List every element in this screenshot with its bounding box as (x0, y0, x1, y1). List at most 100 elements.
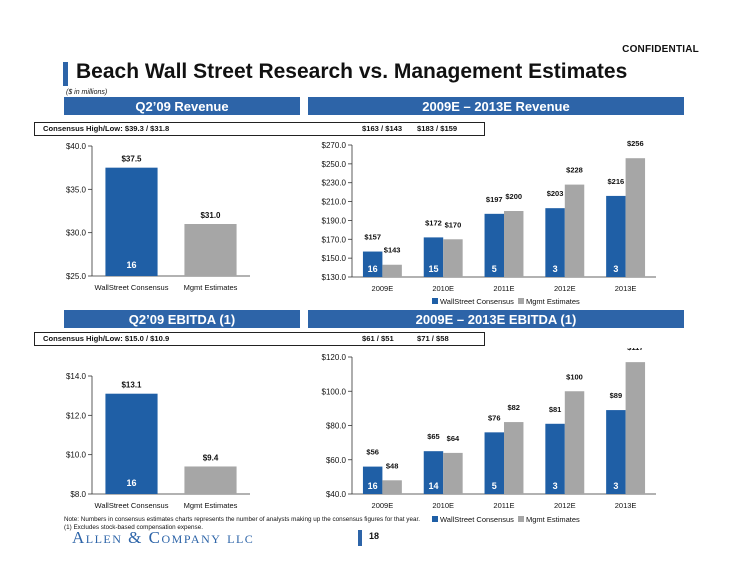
annrev-consensus-bar (362, 251, 383, 277)
annebitda-analyst-count: 5 (492, 481, 497, 491)
q2rev-ytick-label: $25.0 (66, 272, 87, 281)
chart-q2-ebitda: $8.0 $10.0 $12.0 $14.0 $13.1 16 WallStreet Con… (66, 372, 250, 510)
q2ebitda-value-label: $9.4 (203, 453, 219, 462)
chart-annual-ebitda: $40.0 $60.0 $80.0 $100.0 $120.0 $56 $48 16 2009E… (322, 348, 656, 524)
annebitda-value-label: $117 (627, 348, 643, 352)
annrev-value-label: $203 (547, 189, 564, 198)
annrev-legend-consensus: WallStreet Consensus (440, 297, 514, 306)
q2rev-value-label: $37.5 (121, 155, 142, 164)
annebitda-value-label: $100 (566, 372, 583, 381)
chart-annual-revenue: $130.0 $150.0 $170.0 $190.0 $210.0 $230.0 $250… (322, 139, 656, 306)
annebitda-mgmt-bar (443, 452, 463, 494)
annebitda-value-label: $64 (447, 434, 460, 443)
annebitda-ytick-label: $40.0 (326, 490, 347, 499)
page-number: 18 (369, 531, 380, 541)
consensus-revenue-2012: $183 / $159 (417, 124, 458, 133)
annrev-legend-mgmt: Mgmt Estimates (526, 297, 580, 306)
consensus-revenue-label: Consensus High/Low: $39.3 / $31.8 (43, 124, 170, 133)
q2rev-ytick-label: $35.0 (66, 185, 87, 194)
q2rev-category-label: WallStreet Consensus (95, 283, 169, 292)
annrev-legend-swatch-mgmt (518, 298, 524, 304)
annebitda-value-label: $65 (427, 432, 440, 441)
annrev-consensus-bar (423, 237, 444, 277)
annrev-analyst-count: 5 (492, 264, 497, 274)
annebitda-consensus-bar (606, 410, 626, 494)
annebitda-ytick-label: $80.0 (326, 422, 347, 431)
units-note: ($ in millions) (66, 89, 108, 96)
annebitda-category-label: 2012E (554, 501, 576, 510)
annrev-mgmt-bar (625, 158, 646, 277)
annrev-analyst-count: 15 (428, 264, 438, 274)
annrev-mgmt-bar (504, 211, 524, 277)
q2ebitda-analyst-count: 16 (126, 478, 136, 488)
annrev-value-label: $143 (384, 246, 401, 255)
annebitda-consensus-bar (545, 423, 565, 494)
annrev-ytick-label: $270.0 (322, 141, 347, 150)
q2ebitda-bar (184, 466, 237, 494)
q2ebitda-ytick-label: $10.0 (66, 451, 87, 460)
annrev-ytick-label: $190.0 (322, 216, 347, 225)
q2ebitda-ytick-label: $12.0 (66, 411, 87, 420)
annebitda-category-label: 2010E (432, 501, 454, 510)
q2rev-category-label: Mgmt Estimates (184, 283, 238, 292)
q2rev-value-label: $31.0 (200, 211, 221, 220)
annebitda-value-label: $82 (507, 403, 520, 412)
q2rev-analyst-count: 16 (126, 260, 136, 270)
annebitda-category-label: 2009E (372, 501, 394, 510)
annebitda-ytick-label: $100.0 (322, 387, 347, 396)
annrev-analyst-count: 16 (368, 264, 378, 274)
q2rev-ytick-label: $40.0 (66, 142, 87, 151)
annrev-consensus-bar (484, 213, 504, 277)
q2rev-ytick-label: $30.0 (66, 229, 87, 238)
q2ebitda-ytick-label: $8.0 (70, 490, 86, 499)
q2ebitda-value-label: $13.1 (121, 381, 142, 390)
annebitda-value-label: $89 (610, 391, 623, 400)
annrev-consensus-bar (606, 195, 626, 277)
annebitda-analyst-count: 3 (553, 481, 558, 491)
annrev-analyst-count: 3 (553, 264, 558, 274)
annrev-ytick-label: $230.0 (322, 179, 347, 188)
annrev-category-label: 2011E (493, 284, 514, 293)
q2ebitda-category-label: WallStreet Consensus (95, 501, 169, 510)
annebitda-consensus-bar (484, 432, 504, 494)
annrev-ytick-label: $130.0 (322, 273, 347, 282)
annrev-value-label: $157 (364, 233, 381, 242)
confidential-label: CONFIDENTIAL (622, 44, 699, 55)
q2rev-bar (105, 167, 158, 276)
annrev-value-label: $256 (627, 139, 644, 148)
footnote-line-2: (1) Excludes stock-based compensation ex… (64, 524, 203, 531)
annebitda-category-label: 2013E (615, 501, 637, 510)
annebitda-consensus-bar (423, 451, 444, 494)
annrev-category-label: 2010E (432, 284, 454, 293)
annrev-category-label: 2012E (554, 284, 576, 293)
annrev-value-label: $170 (445, 220, 462, 229)
annrev-value-label: $200 (505, 192, 522, 201)
annebitda-legend-swatch-consensus (432, 516, 438, 522)
consensus-box-ebitda: Consensus High/Low: $15.0 / $10.9 $61 / … (34, 332, 485, 346)
annebitda-mgmt-bar (382, 480, 402, 494)
footnote-line-1: Note: Numbers in consensus estimates cha… (64, 516, 420, 523)
band-annual-revenue: 2009E – 2013E Revenue (308, 97, 684, 115)
band-annual-ebitda: 2009E – 2013E EBITDA (1) (308, 310, 684, 328)
title-accent-bar (63, 62, 68, 86)
annebitda-legend-consensus: WallStreet Consensus (440, 515, 514, 524)
annebitda-legend-swatch-mgmt (518, 516, 524, 522)
annebitda-ytick-label: $120.0 (322, 353, 347, 362)
annrev-consensus-bar (545, 208, 565, 277)
annebitda-value-label: $81 (549, 405, 562, 414)
annebitda-analyst-count: 16 (368, 481, 378, 491)
annrev-legend-swatch-consensus (432, 298, 438, 304)
annrev-value-label: $197 (486, 195, 503, 204)
annrev-ytick-label: $170.0 (322, 235, 347, 244)
annebitda-mgmt-bar (504, 422, 524, 494)
consensus-revenue-2011: $163 / $143 (362, 124, 403, 133)
annebitda-ytick-label: $60.0 (326, 456, 347, 465)
annrev-value-label: $216 (608, 177, 625, 186)
chart-q2-revenue: $25.0 $30.0 $35.0 $40.0 $37.5 16 WallStreet Co… (66, 142, 250, 292)
annebitda-consensus-bar (362, 466, 383, 494)
consensus-ebitda-2011: $61 / $51 (362, 334, 394, 343)
band-q2-revenue: Q2’09 Revenue (64, 97, 300, 115)
annrev-value-label: $172 (425, 218, 442, 227)
annrev-ytick-label: $210.0 (322, 198, 347, 207)
annrev-ytick-label: $250.0 (322, 160, 347, 169)
